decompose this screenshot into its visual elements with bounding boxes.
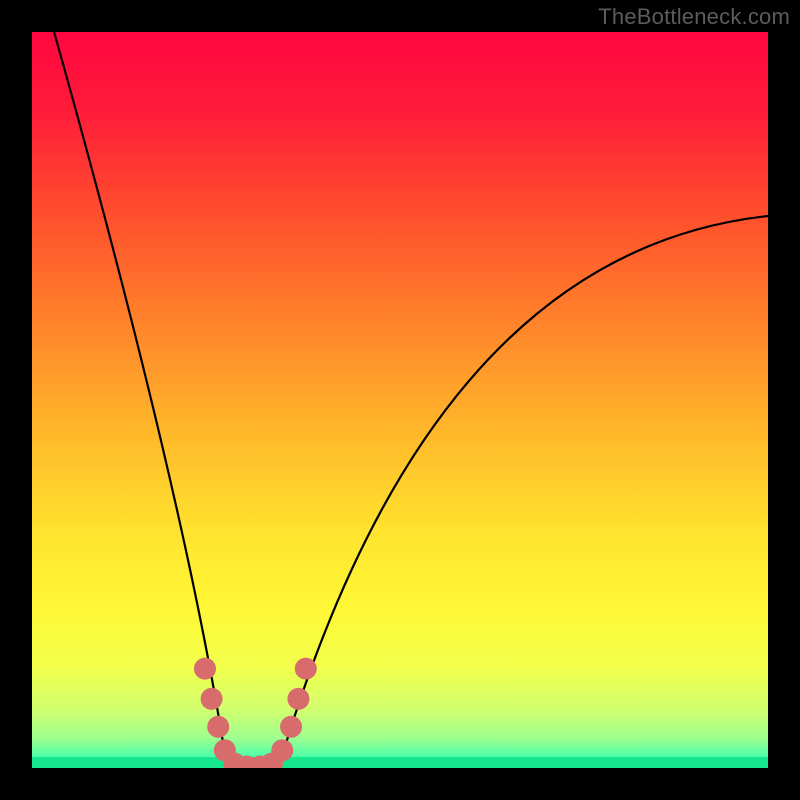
frame-left: [0, 0, 32, 800]
marker-dot: [207, 716, 229, 738]
plot-background: [32, 32, 768, 768]
floor-bar: [32, 757, 768, 768]
bottleneck-chart: [0, 0, 800, 800]
watermark-text: TheBottleneck.com: [598, 4, 790, 30]
marker-dot: [295, 658, 317, 680]
stage: TheBottleneck.com: [0, 0, 800, 800]
marker-dot: [271, 739, 293, 761]
frame-right: [768, 0, 800, 800]
marker-dot: [194, 658, 216, 680]
frame-bottom: [0, 768, 800, 800]
marker-dot: [287, 688, 309, 710]
marker-dot: [280, 716, 302, 738]
marker-dot: [201, 688, 223, 710]
